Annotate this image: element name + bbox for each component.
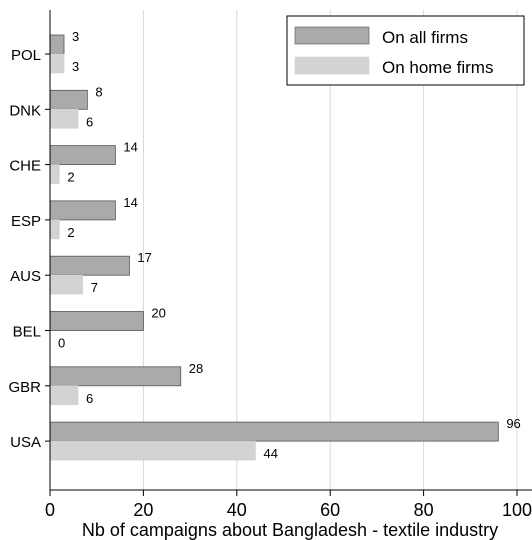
grid-lines bbox=[142, 10, 518, 490]
bar-gbr-home-firms bbox=[49, 385, 79, 406]
data-label-che-all-firms: 14 bbox=[123, 140, 137, 155]
bar-aus-home-firms bbox=[49, 274, 83, 295]
category-label-che: CHE bbox=[9, 158, 41, 175]
data-label-aus-all-firms: 17 bbox=[137, 250, 151, 265]
legend-swatch-home-firms bbox=[294, 56, 370, 75]
data-label-pol-all-firms: 3 bbox=[72, 29, 79, 44]
bar-usa-all-firms bbox=[49, 421, 499, 442]
data-label-pol-home-firms: 3 bbox=[72, 59, 79, 74]
bar-usa-home-firms bbox=[49, 440, 256, 461]
data-label-dnk-home-firms: 6 bbox=[86, 114, 93, 129]
category-label-bel: BEL bbox=[13, 324, 41, 341]
data-label-esp-home-firms: 2 bbox=[67, 225, 74, 240]
category-label-dnk: DNK bbox=[9, 102, 41, 119]
bar-aus-all-firms bbox=[49, 255, 130, 276]
data-label-dnk-all-firms: 8 bbox=[95, 84, 102, 99]
x-tick-label-0: 0 bbox=[45, 500, 55, 520]
data-label-esp-all-firms: 14 bbox=[123, 195, 137, 210]
data-label-che-home-firms: 2 bbox=[67, 170, 74, 185]
data-label-aus-home-firms: 7 bbox=[91, 280, 98, 295]
data-label-usa-all-firms: 96 bbox=[506, 416, 520, 431]
data-label-usa-home-firms: 44 bbox=[263, 446, 277, 461]
x-tick-label-60: 60 bbox=[320, 500, 340, 520]
bar-esp-home-firms bbox=[49, 219, 60, 240]
category-label-gbr: GBR bbox=[8, 379, 41, 396]
legend-label-all-firms: On all firms bbox=[382, 28, 468, 47]
legend: On all firms On home firms bbox=[286, 15, 525, 86]
bar-esp-all-firms bbox=[49, 200, 116, 221]
x-tick-label-80: 80 bbox=[414, 500, 434, 520]
legend-label-home-firms: On home firms bbox=[382, 58, 493, 77]
bar-che-all-firms bbox=[49, 145, 116, 166]
x-axis-label: Nb of campaigns about Bangladesh - texti… bbox=[82, 520, 498, 540]
x-tick-label-40: 40 bbox=[227, 500, 247, 520]
bar-pol-home-firms bbox=[49, 53, 65, 74]
data-label-gbr-all-firms: 28 bbox=[189, 361, 203, 376]
legend-swatch-all-firms bbox=[294, 26, 370, 45]
category-label-usa: USA bbox=[10, 434, 41, 451]
category-label-aus: AUS bbox=[10, 268, 41, 285]
bar-dnk-home-firms bbox=[49, 109, 79, 129]
category-label-esp: ESP bbox=[11, 213, 41, 230]
data-label-bel-all-firms: 20 bbox=[151, 306, 165, 321]
data-label-bel-home-firms: 0 bbox=[58, 336, 65, 351]
bar-pol-all-firms bbox=[49, 34, 65, 55]
x-tick-label-100: 100 bbox=[502, 500, 532, 520]
bar-bel-all-firms bbox=[49, 311, 144, 331]
category-label-pol: POL bbox=[11, 47, 41, 64]
x-tick-label-20: 20 bbox=[133, 500, 153, 520]
bar-gbr-all-firms bbox=[49, 366, 182, 387]
bar-che-home-firms bbox=[49, 164, 60, 184]
bar-dnk-all-firms bbox=[49, 89, 88, 110]
data-label-gbr-home-firms: 6 bbox=[86, 391, 93, 406]
